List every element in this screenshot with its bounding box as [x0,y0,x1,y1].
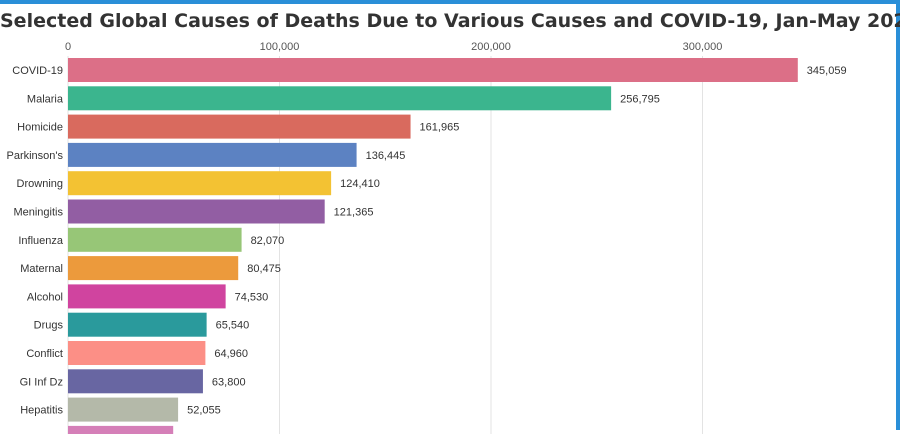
category-labels: COVID-19 Malaria Homicide Parkinson's Drowni… [6,65,63,434]
x-tick-label: 300,000 [683,41,723,53]
category-label: Drowning [17,178,63,190]
bar-9 [68,312,207,337]
category-label: Maternal [20,263,63,275]
category-label: GI Inf Dz [20,376,63,388]
value-label: 65,540 [216,320,250,332]
bar-8 [68,284,226,309]
category-label: Hepatitis [20,405,63,417]
value-label: 136,445 [366,150,406,162]
category-label: Malaria [27,93,64,105]
value-label: 64,960 [214,348,248,360]
category-label: Conflict [26,348,63,360]
bar-7 [68,256,239,281]
value-label: 74,530 [235,291,269,303]
category-label: Alcohol [27,291,63,303]
value-label: 256,795 [620,93,660,105]
bar-4 [68,171,332,196]
bar-6 [68,227,242,252]
category-label: Influenza [18,235,64,247]
chart-title: Selected Global Causes of Deaths Due to … [0,10,900,32]
bar-3 [68,142,357,167]
bar-11 [68,369,203,394]
bar-10 [68,341,206,365]
value-labels: 345,059 256,795 161,965 136,445 124,410 121,3… [182,65,846,434]
x-tick-label: 200,000 [471,41,511,53]
value-label: 121,365 [334,207,374,219]
value-label: 345,059 [807,65,847,77]
category-label: Drugs [34,320,64,332]
category-label: Homicide [17,122,63,134]
value-label: 82,070 [251,235,285,247]
x-tick-label: 0 [65,41,71,53]
x-axis-ticks: 0 100,000 200,000 300,000 [65,41,722,53]
value-label: 63,800 [212,376,246,388]
bar-chart: 0 100,000 200,000 300,000 COVID-19 Malaria Ho… [6,41,847,434]
value-label: 124,410 [340,178,380,190]
value-label: 80,475 [247,263,281,275]
bar-2 [68,114,411,139]
bar-12 [68,397,179,422]
bar-5 [68,199,325,224]
category-label: COVID-19 [12,65,63,77]
bar-0 [68,58,798,82]
bar-1 [68,86,612,111]
value-label: 52,055 [187,405,221,417]
bars [68,58,798,434]
category-label: Parkinson's [6,150,63,162]
value-label: 161,965 [420,122,460,134]
category-label: Meningitis [13,207,63,219]
x-tick-label: 100,000 [260,41,300,53]
